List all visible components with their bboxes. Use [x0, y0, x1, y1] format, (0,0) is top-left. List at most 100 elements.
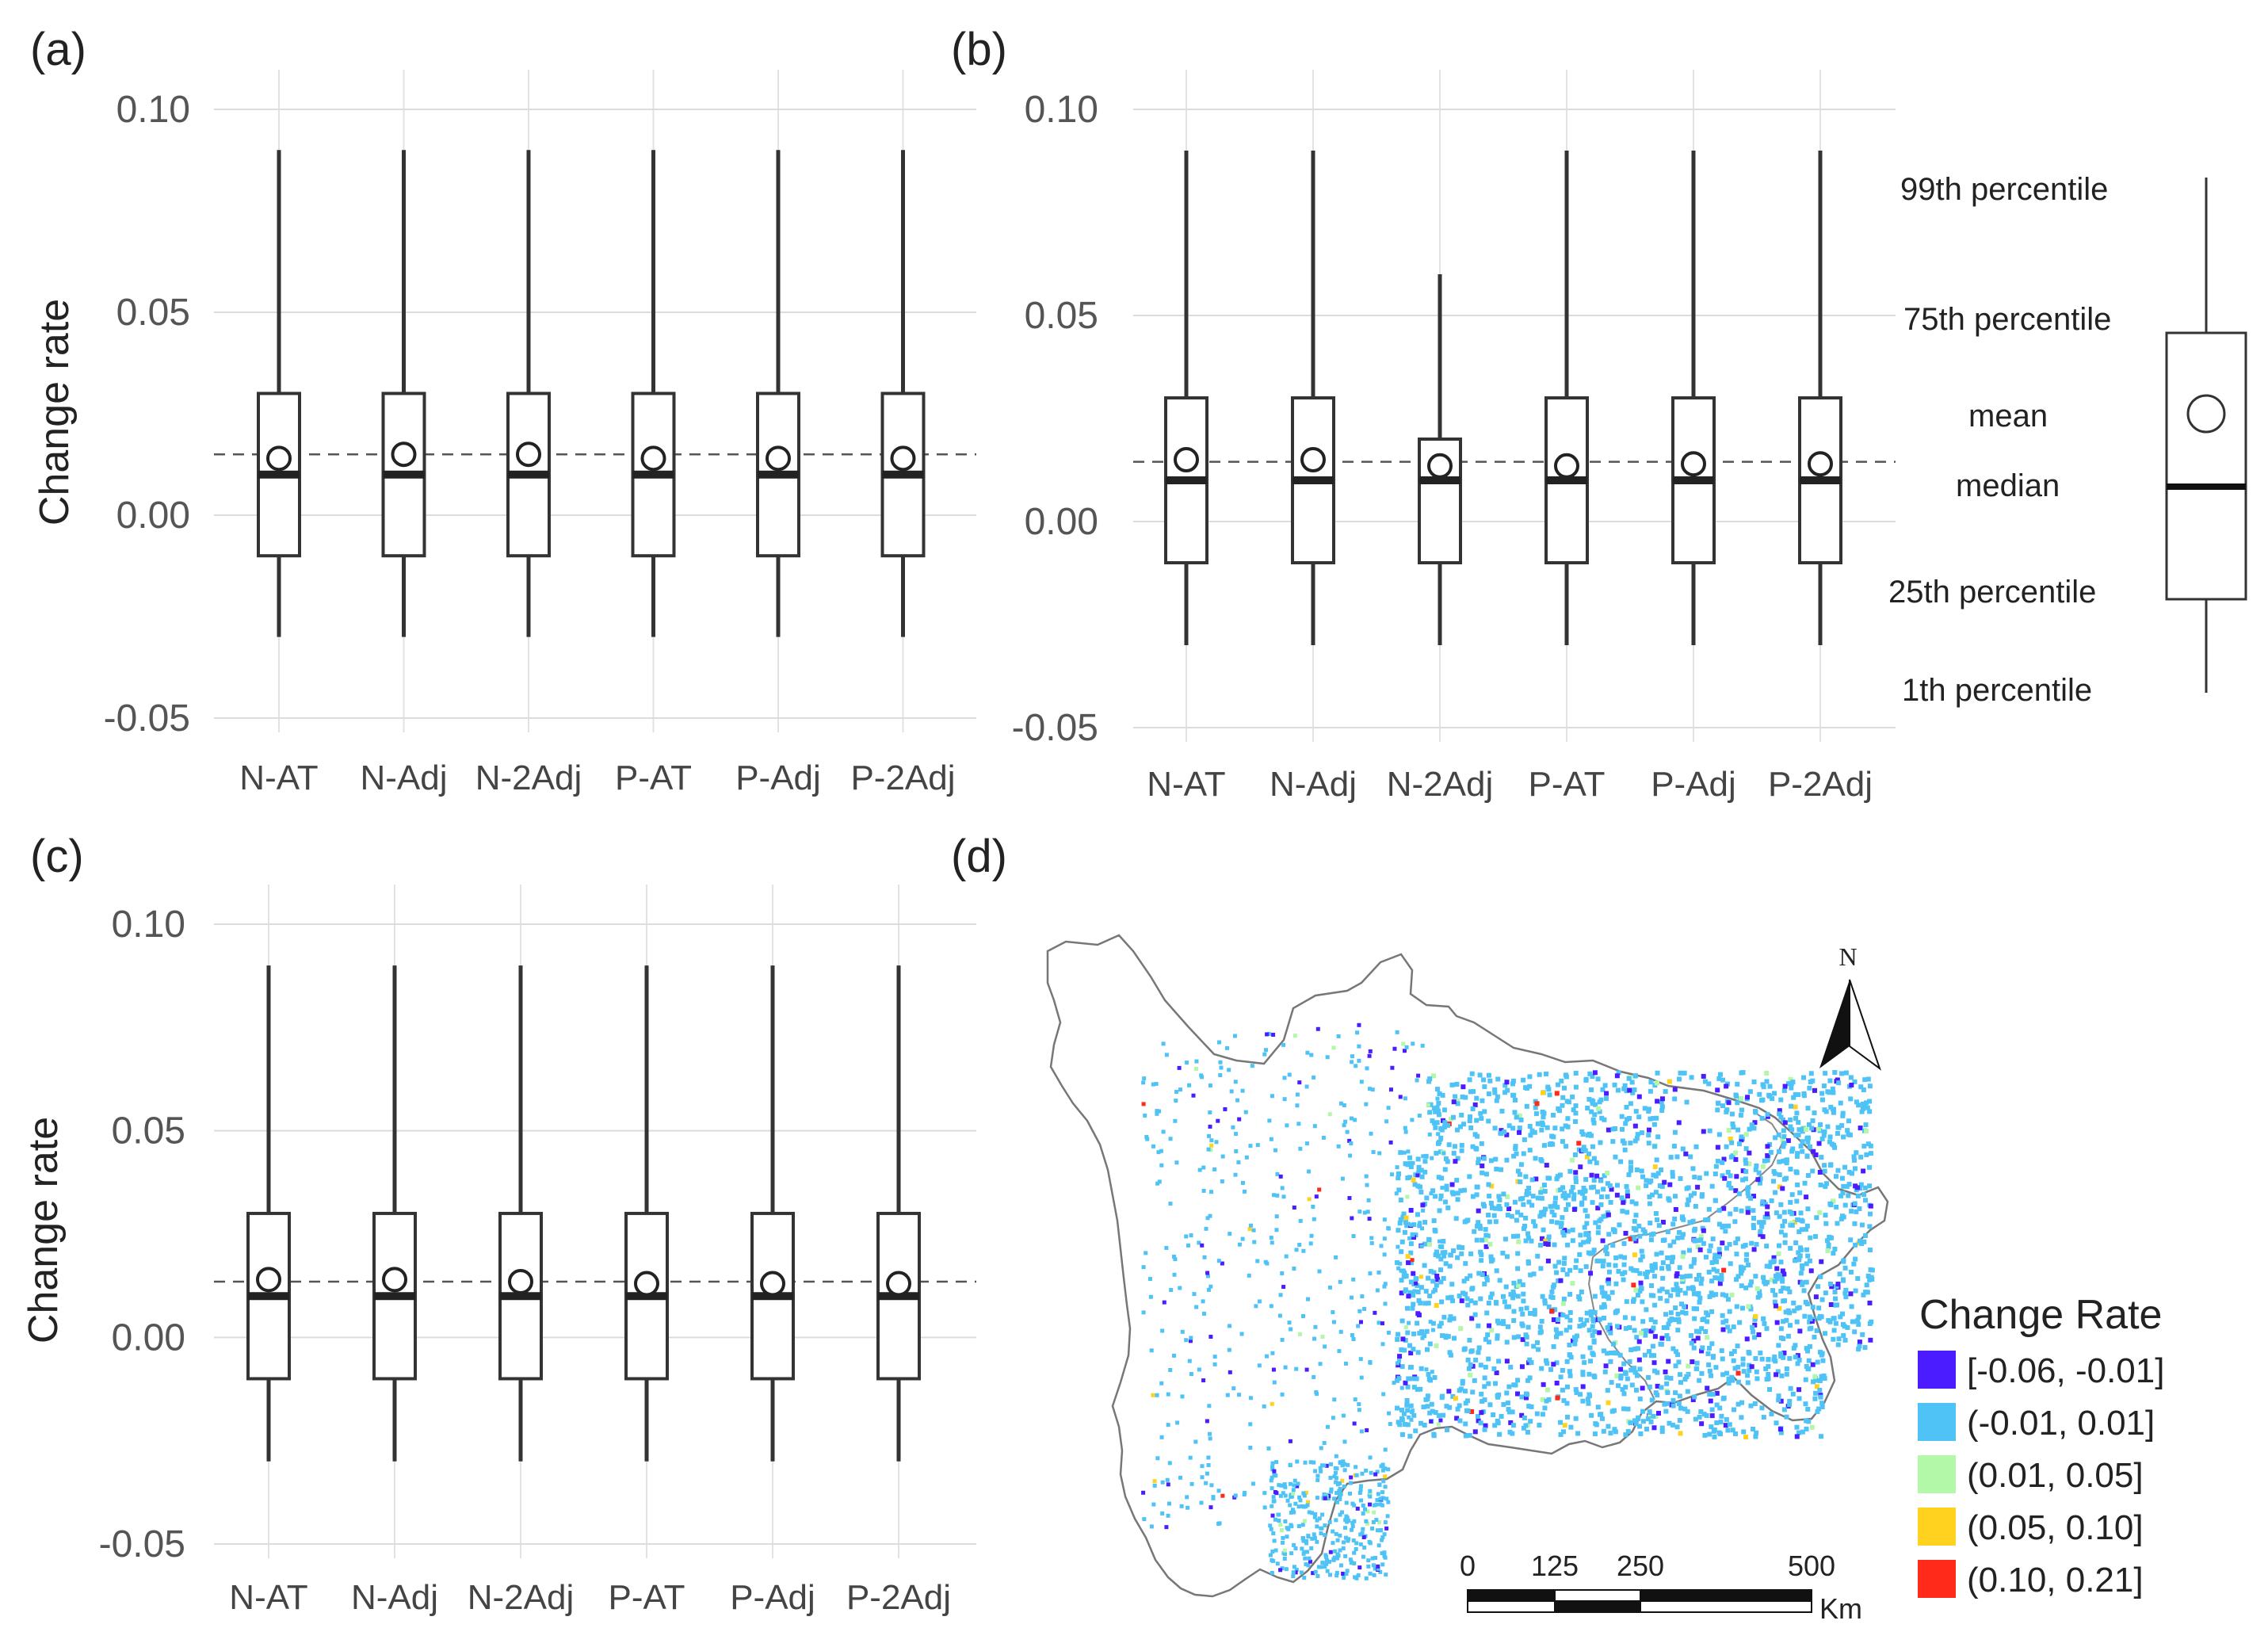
map-point — [1598, 1194, 1604, 1200]
map-point — [1720, 1372, 1726, 1378]
map-point — [1842, 1164, 1848, 1170]
map-point — [1439, 1127, 1445, 1133]
map-point — [1555, 1205, 1560, 1210]
map-point — [1625, 1210, 1630, 1215]
map-point — [1776, 1397, 1781, 1403]
map-point — [1438, 1418, 1443, 1423]
map-point — [1865, 1105, 1870, 1110]
map-point — [1794, 1424, 1800, 1430]
map-point — [1853, 1242, 1858, 1248]
x-tick-label: N-2Adj — [475, 759, 582, 797]
map-point — [1793, 1169, 1799, 1175]
panel-label-b: (b) — [951, 24, 1007, 75]
map-point — [1867, 1083, 1873, 1089]
map-point — [1542, 1189, 1548, 1194]
map-point — [1443, 1261, 1449, 1267]
map-point — [1460, 1084, 1466, 1090]
map-point — [1589, 1172, 1594, 1178]
map-point — [1570, 1094, 1575, 1099]
map-point — [1597, 1109, 1602, 1114]
map-point — [1266, 1031, 1271, 1036]
map-point — [1744, 1336, 1750, 1342]
map-point — [1627, 1324, 1632, 1330]
map-point — [1401, 1411, 1407, 1416]
map-point — [1803, 1377, 1808, 1382]
map-point — [1515, 1210, 1521, 1215]
map-point — [1469, 1316, 1475, 1321]
map-point — [1306, 1297, 1311, 1301]
map-point — [1614, 1192, 1620, 1198]
map-point — [1807, 1144, 1812, 1149]
map-point — [1720, 1327, 1726, 1332]
map-point — [1358, 1542, 1363, 1546]
map-point — [1869, 1267, 1875, 1273]
map-point — [1602, 1173, 1607, 1179]
map-point — [1415, 1078, 1419, 1083]
map-point — [1298, 1146, 1303, 1151]
map-point — [1421, 1154, 1426, 1159]
map-point — [1676, 1120, 1682, 1126]
map-point — [1633, 1201, 1639, 1206]
map-point — [1345, 1129, 1350, 1134]
map-point — [1324, 1463, 1329, 1468]
map-point — [1476, 1418, 1481, 1424]
map-point — [1664, 1333, 1670, 1339]
map-point — [1395, 1260, 1400, 1266]
map-point — [1527, 1357, 1533, 1362]
map-point — [1514, 1217, 1519, 1223]
map-point — [1861, 1087, 1866, 1093]
map-point — [1440, 1333, 1445, 1339]
map-point — [1765, 1204, 1770, 1210]
map-point — [1270, 1486, 1274, 1491]
map-point — [1404, 1402, 1410, 1408]
map-point — [1755, 1177, 1761, 1183]
map-point — [1863, 1198, 1869, 1203]
map-point — [1297, 1080, 1302, 1085]
map-point — [1403, 1161, 1407, 1166]
map-point — [1855, 1185, 1861, 1190]
map-point — [1342, 1462, 1346, 1466]
map-point — [1481, 1156, 1487, 1161]
map-point — [1311, 1571, 1315, 1576]
map-point — [1490, 1257, 1495, 1263]
map-point — [1220, 1179, 1224, 1183]
map-point — [1755, 1294, 1761, 1300]
map-point — [1325, 1569, 1330, 1573]
map-point — [1315, 1026, 1320, 1031]
map-point — [1636, 1114, 1642, 1120]
map-point — [1637, 1424, 1643, 1429]
map-point — [1772, 1354, 1777, 1359]
map-point — [1527, 1083, 1533, 1089]
map-point — [1342, 1576, 1346, 1580]
map-point — [1358, 1484, 1363, 1489]
map-point — [1407, 1365, 1413, 1370]
map-point — [1773, 1273, 1778, 1278]
north-arrow-icon-half — [1849, 979, 1881, 1071]
scale-segment-top — [1467, 1589, 1556, 1602]
map-point — [1740, 1362, 1746, 1367]
map-point — [1152, 1479, 1157, 1484]
map-point — [1288, 1481, 1292, 1486]
map-point — [1738, 1264, 1743, 1270]
map-point — [1564, 1074, 1569, 1080]
map-point — [1563, 1123, 1568, 1129]
map-point — [1807, 1343, 1812, 1349]
map-point — [1503, 1284, 1509, 1290]
map-point — [1860, 1332, 1865, 1337]
map-point — [1334, 1573, 1339, 1578]
map-point — [1423, 1289, 1429, 1294]
map-point — [1398, 1198, 1403, 1203]
map-point — [1441, 1239, 1446, 1244]
map-point — [1781, 1158, 1786, 1164]
map-point — [1824, 1238, 1830, 1244]
map-point — [1322, 1492, 1327, 1497]
map-point — [1856, 1314, 1861, 1320]
map-point — [1759, 1115, 1765, 1121]
map-point — [1600, 1263, 1606, 1269]
map-point — [1357, 1022, 1361, 1027]
map-point — [1826, 1244, 1831, 1250]
box-P-Adj — [756, 150, 800, 637]
map-point — [1219, 1065, 1224, 1070]
map-point — [1592, 1374, 1598, 1380]
map-point — [1723, 1423, 1728, 1428]
